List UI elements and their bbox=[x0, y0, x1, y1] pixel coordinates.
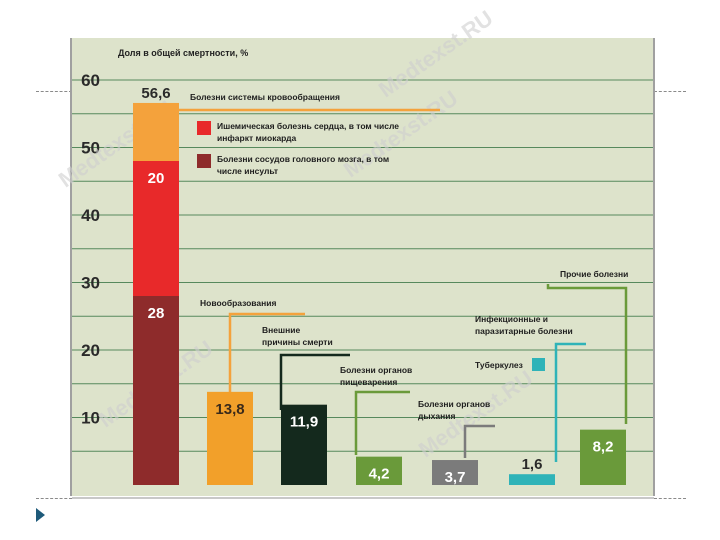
slide-dash-bottom-right bbox=[654, 498, 686, 499]
category-label: Прочие болезни bbox=[560, 269, 628, 279]
connector-lines bbox=[179, 108, 628, 462]
category-label: Новообразования bbox=[200, 298, 277, 308]
bar bbox=[356, 456, 402, 485]
sub-annotation-swatch bbox=[532, 358, 545, 371]
slide-dash-top-left bbox=[36, 91, 72, 92]
category-label: дыхания bbox=[418, 411, 455, 421]
legend-label: Ишемическая болезнь сердца, в том числе bbox=[217, 121, 399, 131]
bar bbox=[509, 474, 555, 485]
sub-annotation-label: Туберкулез bbox=[475, 360, 523, 370]
category-label: Болезни системы кровообращения bbox=[190, 92, 340, 102]
bar-segment-top bbox=[133, 102, 179, 161]
slide-dash-top-right bbox=[654, 91, 686, 92]
bar bbox=[207, 391, 253, 485]
legend: Ишемическая болезнь сердца, в том числе и… bbox=[197, 121, 399, 176]
legend-label: числе инсульт bbox=[217, 166, 278, 176]
y-tick-label: 40 bbox=[81, 206, 100, 225]
y-axis-title: Доля в общей смертности, % bbox=[118, 48, 248, 58]
leader-line bbox=[354, 390, 410, 455]
category-label: Инфекционные и bbox=[475, 314, 548, 324]
slide-bottom-rule bbox=[72, 497, 654, 499]
bar-segment bbox=[133, 161, 179, 296]
slide-dash-bottom-left bbox=[36, 498, 72, 499]
category-label: Болезни органов bbox=[340, 365, 412, 375]
leader-line bbox=[554, 342, 586, 462]
legend-label: Болезни сосудов головного мозга, в том bbox=[217, 154, 389, 164]
legend-swatch bbox=[197, 121, 211, 135]
segment-label: 28 bbox=[148, 305, 165, 322]
y-tick-label: 30 bbox=[81, 274, 100, 293]
leader-line bbox=[228, 312, 305, 395]
y-tick-label: 60 bbox=[81, 71, 100, 90]
category-label: Болезни органов bbox=[418, 399, 490, 409]
bar-value-label: 13,8 bbox=[215, 401, 244, 418]
bar-value-label: 4,2 bbox=[369, 466, 390, 483]
legend-swatch bbox=[197, 154, 211, 168]
bar-value-label: 56,6 bbox=[141, 85, 170, 102]
bar bbox=[432, 460, 478, 485]
segment-label: 20 bbox=[148, 170, 165, 187]
leader-line bbox=[463, 424, 495, 458]
bar-value-label: 11,9 bbox=[290, 414, 318, 431]
category-label: паразитарные болезни bbox=[475, 326, 573, 336]
bar-segment bbox=[133, 296, 179, 485]
bars: 28 20 56,6 13,8 11,9 4,2 3,7 1,6 8,2 bbox=[133, 85, 626, 486]
legend-label: инфаркт миокарда bbox=[217, 133, 297, 143]
category-label: пищеварения bbox=[340, 377, 397, 387]
category-label: причины смерти bbox=[262, 337, 333, 347]
bar bbox=[580, 429, 626, 485]
bar-value-label: 3,7 bbox=[445, 469, 466, 486]
category-labels: Болезни системы кровообращения Новообразо… bbox=[190, 92, 628, 421]
bar-value-label: 1,6 bbox=[522, 456, 543, 473]
leader-line bbox=[279, 353, 350, 410]
y-tick-label: 20 bbox=[81, 341, 100, 360]
y-tick-label: 50 bbox=[81, 139, 100, 158]
plot-right-border bbox=[653, 38, 655, 496]
plot-left-border bbox=[70, 38, 72, 496]
next-slide-arrow-icon[interactable] bbox=[36, 508, 45, 522]
y-tick-label: 10 bbox=[81, 409, 100, 428]
y-tick-labels: 10 20 30 40 50 60 bbox=[81, 71, 100, 428]
category-label: Внешние bbox=[262, 325, 300, 335]
bar-value-label: 8,2 bbox=[593, 439, 614, 456]
bar bbox=[281, 404, 327, 485]
leader-line bbox=[546, 284, 628, 424]
